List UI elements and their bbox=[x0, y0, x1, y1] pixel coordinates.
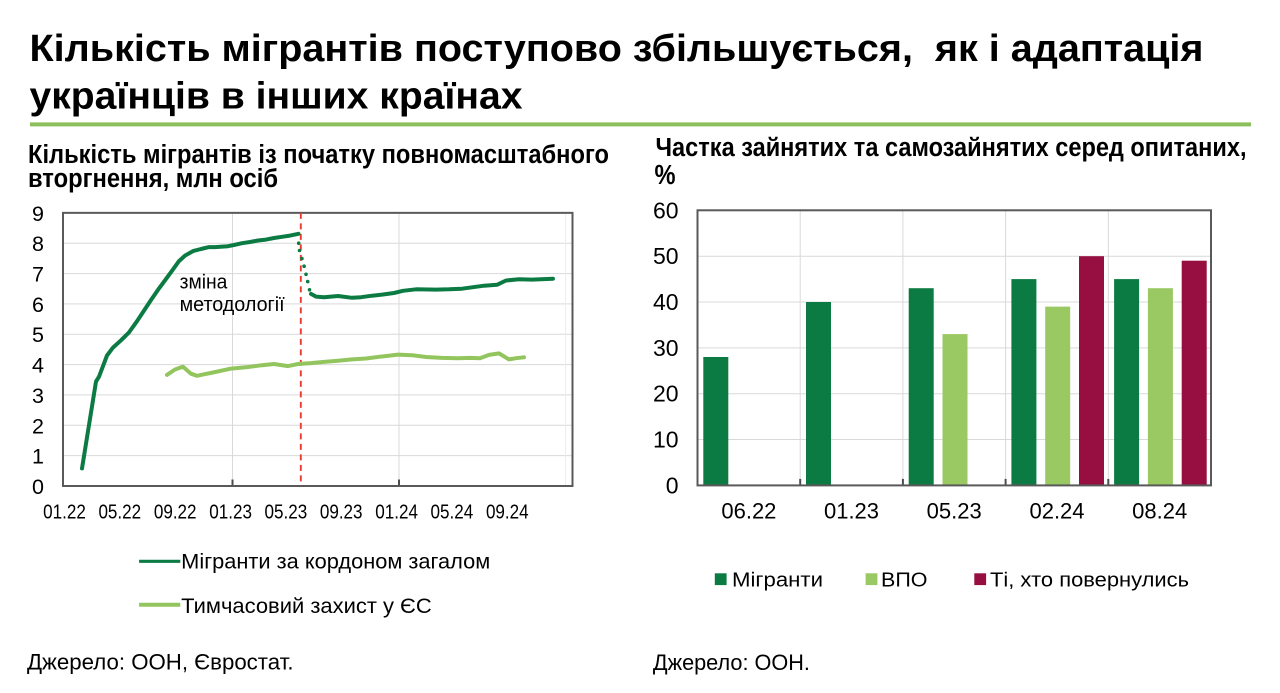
svg-text:Тимчасовий захист у ЄС: Тимчасовий захист у ЄС bbox=[181, 595, 432, 618]
svg-text:09.24: 09.24 bbox=[486, 502, 529, 524]
svg-text:06.22: 06.22 bbox=[721, 499, 776, 524]
svg-text:0: 0 bbox=[32, 475, 44, 499]
svg-text:30: 30 bbox=[653, 335, 679, 361]
svg-text:8: 8 bbox=[32, 232, 44, 256]
svg-text:01.23: 01.23 bbox=[824, 499, 879, 524]
svg-text:01.23: 01.23 bbox=[209, 502, 252, 524]
svg-text:3: 3 bbox=[32, 384, 44, 408]
svg-text:05.24: 05.24 bbox=[431, 502, 474, 524]
svg-text:зміна: зміна bbox=[180, 271, 229, 293]
svg-text:Мігранти за кордоном загалом: Мігранти за кордоном загалом bbox=[181, 551, 490, 574]
svg-text:Кількість мігрантів із початку: Кількість мігрантів із початку повномасш… bbox=[28, 141, 609, 169]
svg-text:01.22: 01.22 bbox=[43, 502, 86, 524]
svg-text:7: 7 bbox=[32, 263, 44, 287]
svg-text:08.24: 08.24 bbox=[1132, 499, 1187, 524]
svg-text:50: 50 bbox=[653, 243, 679, 269]
svg-text:Джерело: ООН, Євростат.: Джерело: ООН, Євростат. bbox=[27, 650, 294, 675]
svg-text:9: 9 bbox=[32, 202, 44, 226]
svg-text:1: 1 bbox=[32, 445, 44, 469]
svg-text:02.24: 02.24 bbox=[1029, 499, 1084, 524]
svg-text:6: 6 bbox=[32, 293, 44, 317]
svg-text:0: 0 bbox=[666, 472, 679, 498]
svg-text:Мігранти: Мігранти bbox=[732, 569, 823, 592]
svg-text:05.23: 05.23 bbox=[265, 502, 308, 524]
svg-text:Джерело: ООН.: Джерело: ООН. bbox=[653, 650, 810, 675]
svg-text:05.22: 05.22 bbox=[98, 502, 141, 524]
svg-text:20: 20 bbox=[653, 381, 679, 407]
svg-text:60: 60 bbox=[653, 197, 679, 223]
svg-text:ВПО: ВПО bbox=[881, 569, 928, 592]
svg-text:09.23: 09.23 bbox=[320, 502, 363, 524]
svg-text:09.22: 09.22 bbox=[154, 502, 197, 524]
svg-text:4: 4 bbox=[32, 354, 44, 378]
svg-text:5: 5 bbox=[32, 323, 44, 347]
svg-text:Частка зайнятих та самозайняти: Частка зайнятих та самозайнятих серед оп… bbox=[656, 134, 1247, 162]
svg-text:01.24: 01.24 bbox=[375, 502, 418, 524]
svg-text:Ті, хто повернулись: Ті, хто повернулись bbox=[990, 569, 1189, 592]
svg-text:вторгнення, млн осіб: вторгнення, млн осіб bbox=[28, 165, 278, 193]
svg-text:%: % bbox=[655, 159, 676, 190]
svg-text:Кількість мігрантів поступово: Кількість мігрантів поступово збільшуєть… bbox=[30, 27, 1204, 70]
svg-text:10: 10 bbox=[653, 427, 679, 453]
svg-text:2: 2 bbox=[32, 414, 44, 438]
svg-text:українців в інших країнах: українців в інших країнах bbox=[30, 74, 523, 117]
svg-text:05.23: 05.23 bbox=[927, 499, 982, 524]
svg-text:40: 40 bbox=[653, 289, 679, 315]
svg-text:методології: методології bbox=[180, 294, 285, 316]
